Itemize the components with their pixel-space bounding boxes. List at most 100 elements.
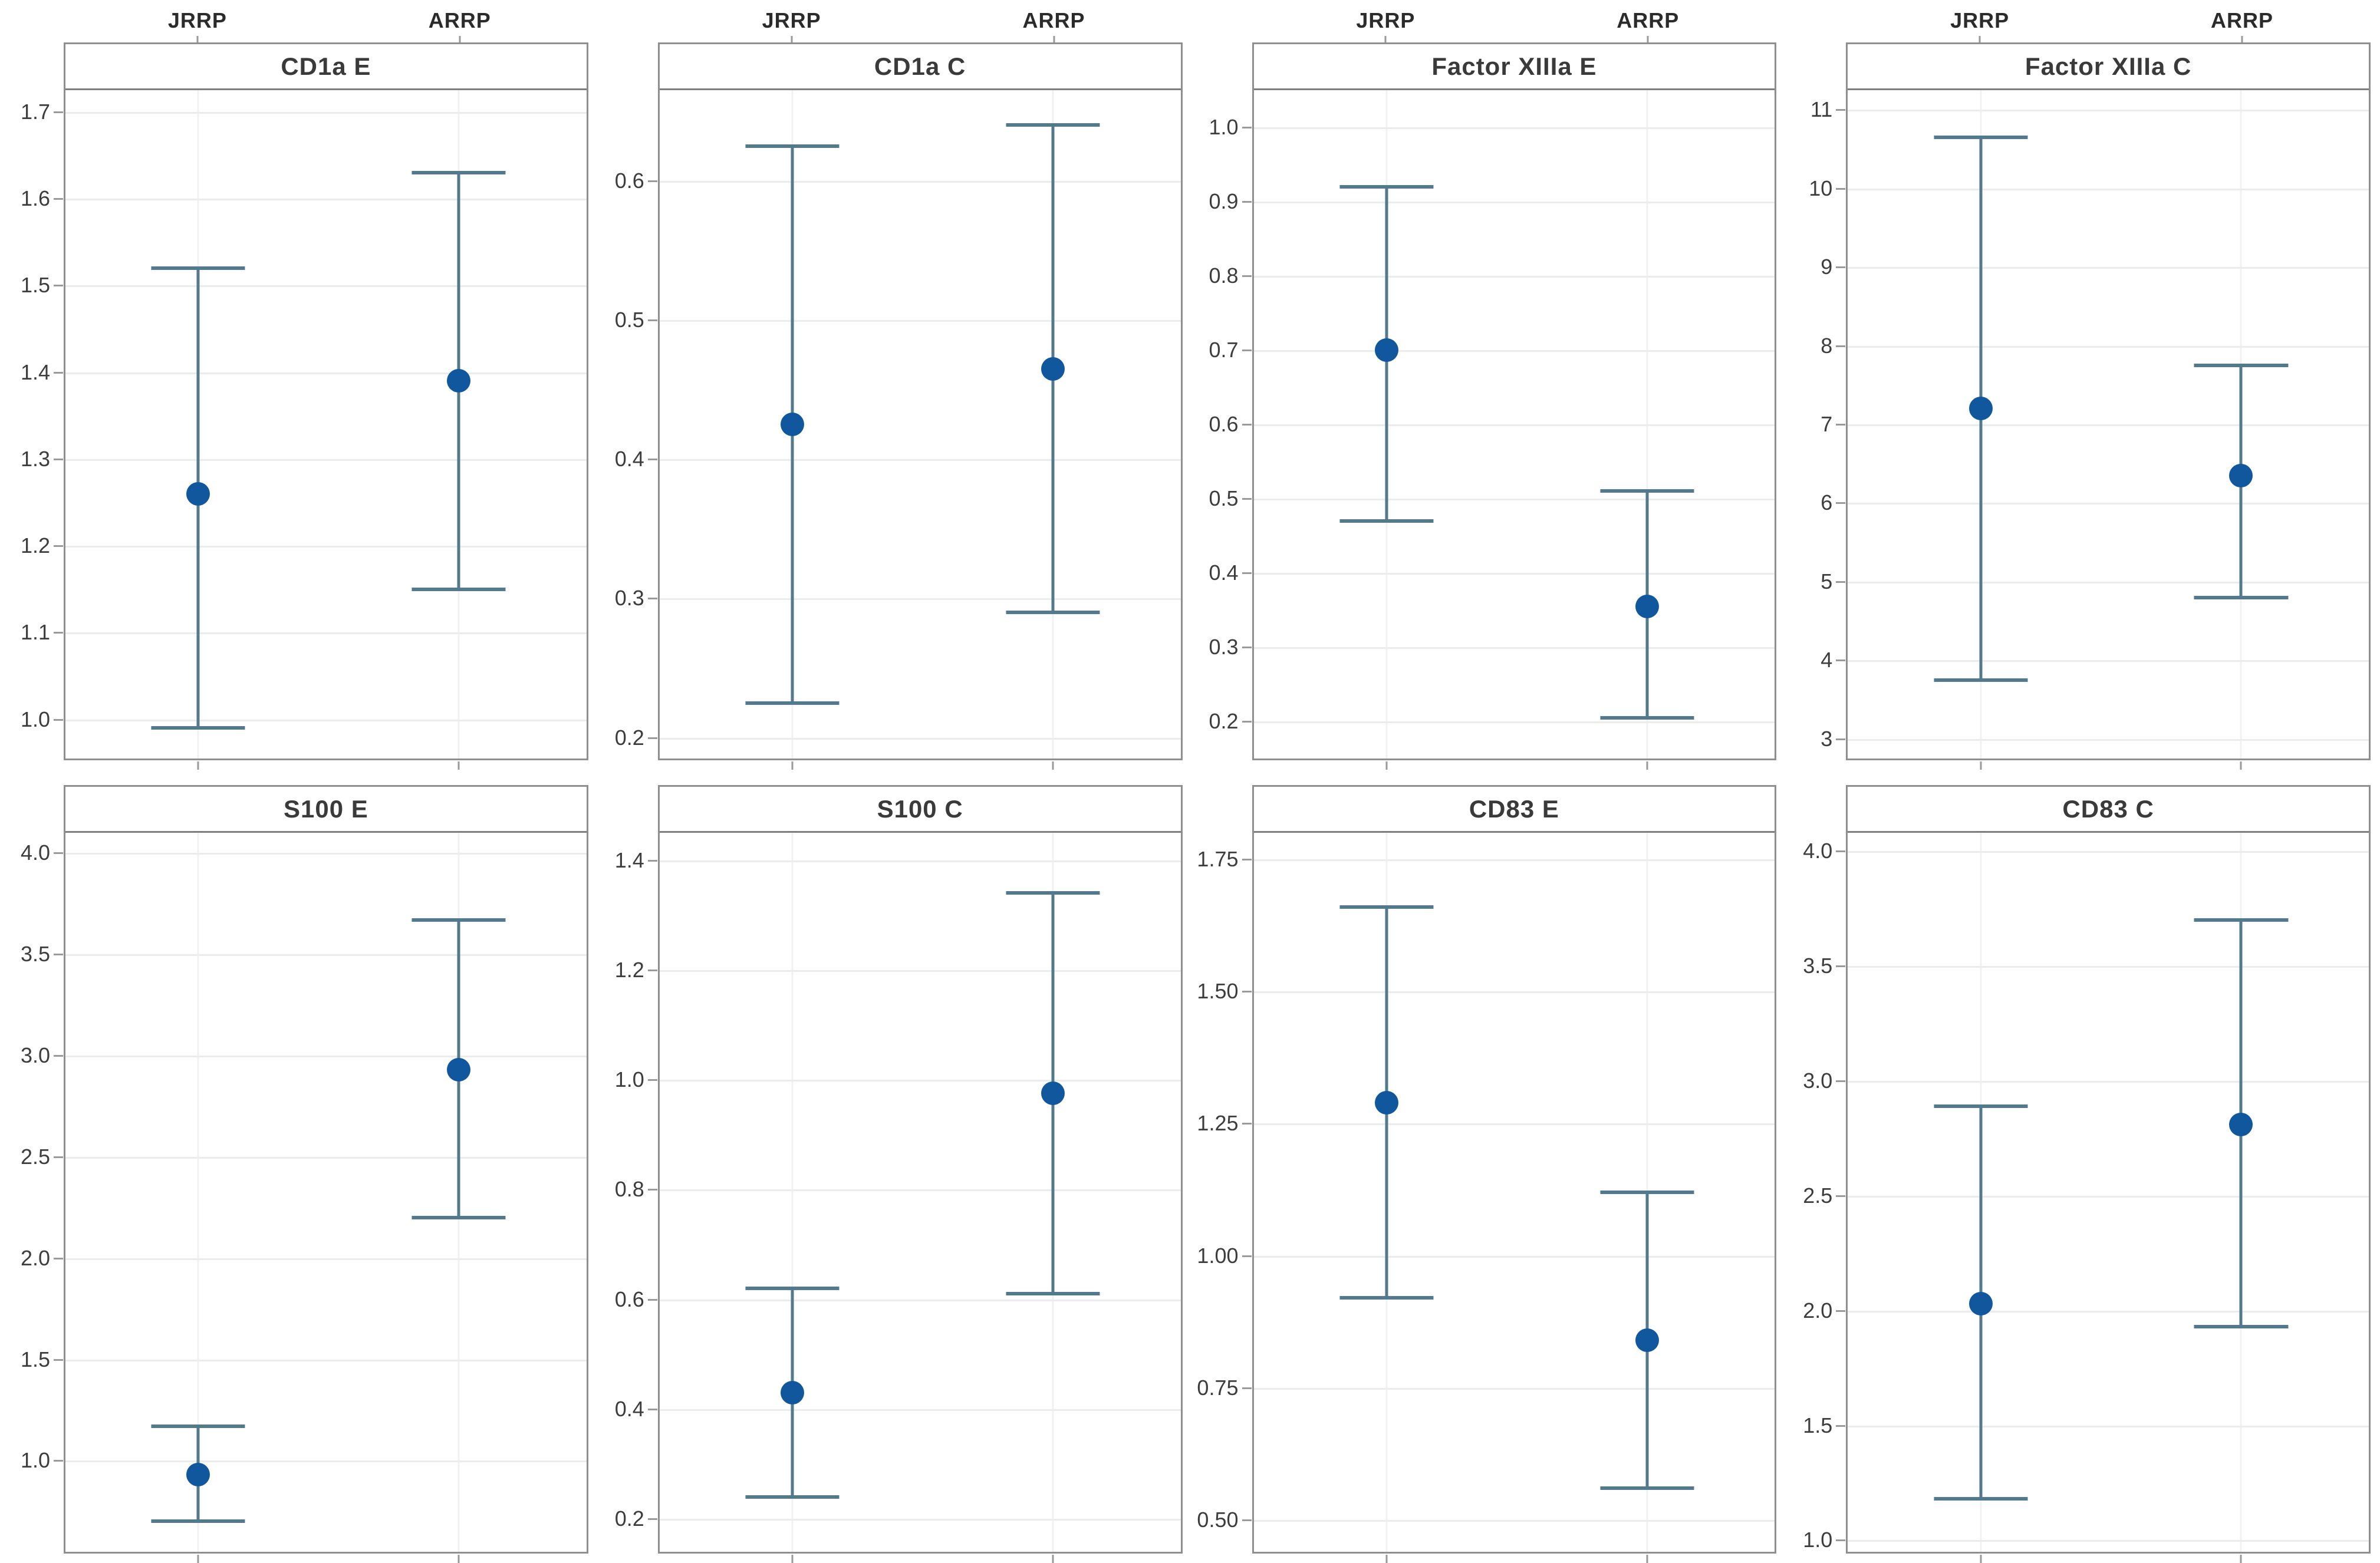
group-tick-mark — [1647, 36, 1649, 44]
gridline — [65, 459, 587, 461]
group-label-arrp: ARRP — [1022, 8, 1085, 32]
y-tick-label: 0.4 — [1209, 560, 1239, 585]
bottom-tick-mark — [1052, 761, 1054, 770]
y-tick-label: 1.2 — [614, 957, 644, 982]
panel-s100-c: S100 C 1.4 1.2 1.0 0.8 0.6 0.4 0.2 — [615, 785, 1183, 1563]
cell-cd1a-c: JRRP ARRP CD1a C 0.6 0.5 0.4 0.3 0.2 — [615, 0, 1183, 770]
y-tick-label: 5 — [1821, 569, 1833, 593]
y-tick-mark — [1836, 345, 1846, 347]
interval-cap-upper — [151, 266, 245, 270]
gridline — [1253, 721, 1775, 723]
y-tick-label: 1.50 — [1197, 979, 1239, 1004]
mean-marker-jrrp — [1968, 397, 1993, 421]
mean-marker-jrrp — [781, 1380, 805, 1404]
group-tick-mark — [459, 36, 461, 44]
bottom-tick-mark — [457, 1555, 460, 1563]
gridline — [1253, 1123, 1775, 1126]
gridline — [1848, 424, 2369, 426]
interval-cap-upper — [1934, 1104, 2028, 1108]
gridline — [659, 180, 1181, 183]
y-tick-label: 0.4 — [614, 447, 644, 471]
y-tick-mark — [1836, 187, 1846, 190]
gridline — [659, 1189, 1181, 1192]
bottom-tick-mark — [197, 1555, 199, 1563]
bottom-tick-mark — [791, 1555, 794, 1563]
y-tick-label: 1.0 — [614, 1067, 644, 1092]
bottom-tick-mark — [457, 761, 460, 770]
y-tick-mark — [1836, 266, 1846, 269]
y-tick-mark — [54, 198, 63, 200]
panel-s100-e: S100 E 4.0 3.5 3.0 2.5 2.0 1.5 1.0 — [21, 785, 588, 1563]
plot-area: 1.4 1.2 1.0 0.8 0.6 0.4 0.2 — [615, 833, 1181, 1563]
bottom-tick-mark — [197, 761, 199, 770]
gridline — [659, 459, 1181, 461]
y-tick-mark — [1242, 1387, 1252, 1389]
mean-marker-arrp — [1635, 1328, 1659, 1353]
y-tick-mark — [54, 1460, 63, 1462]
mean-marker-jrrp — [1374, 1090, 1398, 1114]
gridline — [1253, 276, 1775, 278]
y-tick-label: 1.4 — [614, 848, 644, 872]
gridline — [1848, 1540, 2369, 1542]
gridline — [65, 199, 587, 201]
y-tick-label: 0.2 — [614, 725, 644, 750]
y-tick-mark — [1836, 965, 1846, 968]
gridline — [1848, 188, 2369, 190]
y-tick-mark — [647, 1408, 657, 1410]
interval-cap-upper — [2194, 918, 2288, 922]
y-tick-mark — [1836, 1310, 1846, 1312]
panel-title: Factor XIIIa C — [2025, 52, 2192, 80]
mean-marker-jrrp — [1374, 338, 1398, 362]
interval-cap-lower — [745, 701, 840, 705]
y-tick-label: 0.7 — [1209, 338, 1239, 362]
y-tick-label: 8 — [1821, 333, 1833, 358]
cell-s100-c: S100 C 1.4 1.2 1.0 0.8 0.6 0.4 0.2 — [615, 785, 1183, 1563]
y-tick-mark — [1242, 497, 1252, 500]
panel-title-bar: CD83 E — [1253, 787, 1775, 833]
gridline — [65, 1056, 587, 1058]
gridline — [1848, 851, 2369, 853]
gridline — [1253, 647, 1775, 649]
group-label-arrp: ARRP — [428, 8, 491, 32]
y-tick-mark — [1836, 1195, 1846, 1197]
group-label-jrrp: JRRP — [1950, 8, 2010, 32]
y-tick-label: 1.00 — [1197, 1243, 1239, 1268]
y-tick-mark — [647, 1189, 657, 1191]
category-gridline — [197, 833, 199, 1552]
interval-cap-upper — [745, 1286, 840, 1290]
gridline — [659, 1080, 1181, 1082]
panel-title-bar: Factor XIIIa C — [1848, 44, 2369, 90]
group-label-jrrp: JRRP — [1356, 8, 1416, 32]
panel-title-bar: S100 E — [65, 787, 587, 833]
y-tick-mark — [1242, 1255, 1252, 1257]
mean-marker-arrp — [1041, 1081, 1065, 1106]
cell-factor-xiiia-e: JRRP ARRP Factor XIIIa E 1.0 0.9 0.8 0.7 0.6 0… — [1209, 0, 1777, 770]
y-tick-label: 0.6 — [614, 168, 644, 193]
panel-cd83-c: CD83 C 4.0 3.5 3.0 2.5 2.0 1.5 1.0 — [1803, 785, 2371, 1563]
y-tick-mark — [54, 1358, 63, 1361]
bottom-tick-mark — [1385, 1555, 1388, 1563]
mean-marker-jrrp — [186, 482, 210, 506]
gridline — [1848, 267, 2369, 269]
group-tick-mark — [1979, 36, 1981, 44]
y-tick-mark — [647, 319, 657, 321]
gridline — [1253, 859, 1775, 861]
interval-cap-lower — [2194, 1325, 2288, 1329]
cell-factor-xiiia-c: JRRP ARRP Factor XIIIa C 11 10 9 8 7 6 5 4 3 — [1809, 0, 2371, 770]
gridline — [65, 1258, 587, 1260]
cell-cd1a-e: JRRP ARRP CD1a E 1.7 1.6 1.5 1.4 1.3 1.2 1.1 1.0 — [21, 0, 588, 770]
plot-area: 1.0 0.9 0.8 0.7 0.6 0.5 0.4 0.3 0.2 — [1209, 90, 1775, 770]
interval-cap-lower — [2194, 595, 2288, 599]
interval-cap-lower — [151, 1519, 245, 1524]
group-label-jrrp: JRRP — [762, 8, 821, 32]
y-tick-label: 1.3 — [20, 446, 50, 471]
interval-cap-upper — [1339, 184, 1434, 189]
y-tick-label: 1.0 — [1209, 115, 1239, 140]
y-tick-label: 1.0 — [1803, 1528, 1833, 1552]
cell-cd83-c: CD83 C 4.0 3.5 3.0 2.5 2.0 1.5 1.0 — [1803, 785, 2371, 1563]
y-tick-mark — [647, 180, 657, 182]
y-tick-label: 0.2 — [1209, 708, 1239, 733]
gridline — [1848, 1080, 2369, 1083]
mean-marker-jrrp — [186, 1463, 210, 1487]
group-headers: JRRP ARRP — [64, 0, 588, 44]
